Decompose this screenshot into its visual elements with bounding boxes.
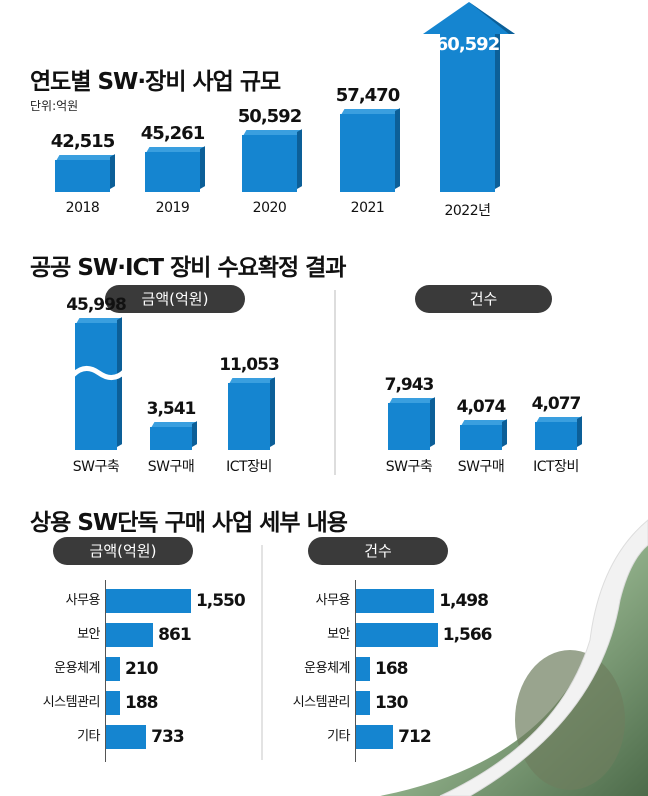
value-label: 210 [125, 659, 158, 679]
chart1-unit: 단위:억원 [30, 99, 79, 113]
value-label: 1,498 [439, 591, 489, 611]
bar-SW구축 [75, 323, 117, 450]
year-label: 2022년 [444, 203, 491, 219]
page-curl [439, 519, 648, 796]
year-label: 2019 [155, 200, 190, 216]
category-label: ICT장비 [533, 459, 579, 475]
category-label: SW구매 [457, 459, 505, 475]
value-label: 712 [398, 727, 431, 747]
category-label: SW구축 [72, 459, 120, 475]
value-label: 11,053 [219, 355, 280, 375]
value-label: 60,592 [435, 34, 500, 55]
value-label: 861 [158, 625, 191, 645]
category-label: ICT장비 [226, 459, 272, 475]
value-label: 4,077 [531, 394, 582, 414]
chart3-header-count: 건수 [308, 537, 448, 565]
bar-2019 [145, 151, 200, 192]
value-label: 1,550 [195, 591, 246, 611]
category-label: 시스템관리 [292, 695, 351, 710]
year-label: 2018 [65, 200, 100, 216]
category-label: 운용체계 [304, 661, 350, 676]
value-label: 4,074 [456, 397, 507, 417]
value-label: 188 [125, 693, 158, 713]
bar-2022 [440, 32, 495, 192]
bar-기타 [356, 725, 394, 749]
bar-시스템관리 [106, 691, 120, 715]
category-label: 시스템관리 [42, 695, 101, 710]
bar-ICT장비 [535, 422, 577, 450]
bar-2018 [55, 159, 110, 192]
value-label: 168 [375, 659, 408, 679]
chart2-header-count: 건수 [415, 285, 552, 313]
bar-시스템관리 [356, 691, 370, 715]
category-label: 보안 [77, 627, 100, 642]
year-label: 2020 [252, 200, 287, 216]
bar-2020 [242, 135, 297, 192]
category-label: SW구매 [147, 459, 195, 475]
value-label: 57,470 [335, 84, 400, 106]
bar-SW구축 [388, 403, 430, 450]
bar-SW구매 [150, 427, 192, 450]
chart3-title: 상용 SW단독 구매 사업 세부 내용 [30, 510, 348, 536]
category-label: 사무용 [315, 593, 351, 608]
bar-사무용 [356, 589, 435, 613]
chart2-title: 공공 SW·ICT 장비 수요확정 결과 [30, 255, 346, 281]
value-label: 3,541 [146, 399, 197, 419]
chart3-left-axis [105, 580, 106, 762]
category-label: 기타 [327, 729, 350, 744]
value-label: 45,998 [66, 295, 127, 315]
value-label: 130 [375, 693, 408, 713]
value-label: 1,566 [442, 625, 493, 645]
chart2-header-amount: 금액(억원) [105, 285, 245, 313]
bar-운용체계 [106, 657, 120, 681]
bar-보안 [356, 623, 438, 647]
chart1-title: 연도별 SW·장비 사업 규모 [30, 69, 281, 95]
bar-SW구매 [460, 425, 502, 450]
category-label: SW구축 [385, 459, 433, 475]
category-label: 보안 [327, 627, 350, 642]
value-label: 50,592 [237, 106, 302, 128]
category-label: 사무용 [65, 593, 101, 608]
bar-사무용 [106, 589, 191, 613]
bar-보안 [106, 623, 154, 647]
arrow-head [423, 2, 515, 34]
value-label: 42,515 [50, 130, 115, 152]
portrait-face [515, 650, 625, 790]
bar-ICT장비 [228, 383, 270, 450]
category-label: 운용체계 [54, 661, 100, 676]
axis-break-icon [71, 366, 127, 380]
chart3-right-axis [355, 580, 356, 762]
bar-기타 [106, 725, 147, 749]
value-label: 733 [151, 727, 184, 747]
value-label: 7,943 [384, 375, 435, 395]
category-label: 기타 [77, 729, 100, 744]
bar-2021 [340, 113, 395, 192]
value-label: 45,261 [140, 122, 205, 144]
year-label: 2021 [350, 200, 385, 216]
chart3-header-amount: 금액(억원) [53, 537, 193, 565]
bar-운용체계 [356, 657, 370, 681]
